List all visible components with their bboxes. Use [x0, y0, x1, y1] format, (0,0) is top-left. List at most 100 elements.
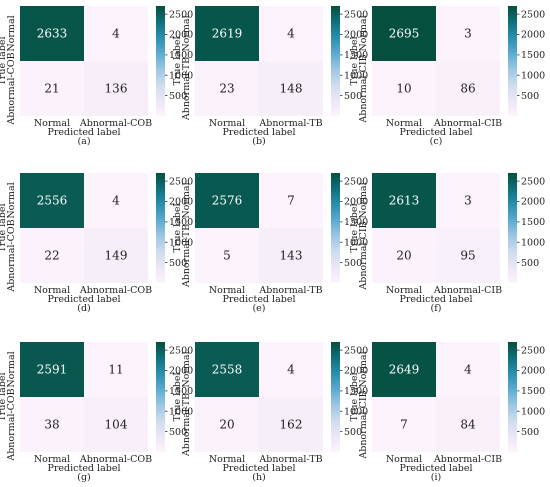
- cell-value-label: 86: [460, 82, 475, 96]
- matrix-cell: [195, 342, 259, 397]
- cell-value-label: 10: [396, 82, 411, 96]
- colorbar-tick-label: 2000: [344, 366, 368, 377]
- x-axis-label: Predicted label: [48, 463, 121, 474]
- colorbar: [156, 6, 165, 116]
- x-tick-label: Normal: [34, 118, 70, 129]
- colorbar: [331, 173, 340, 283]
- colorbar-tick-label: 1500: [169, 50, 193, 61]
- y-tick-label: Abnormal-COB: [6, 219, 17, 292]
- colorbar-tick-label: 1000: [344, 237, 368, 248]
- y-axis-label: True label: [0, 36, 8, 85]
- y-tick-label: Abnormal-TB: [181, 224, 192, 288]
- cell-value-label: 4: [287, 363, 295, 377]
- y-axis-label: True label: [172, 36, 183, 85]
- x-axis-label: Predicted label: [400, 463, 473, 474]
- colorbar-tick-label: 1000: [169, 237, 193, 248]
- matrix-cell: [84, 342, 148, 397]
- y-axis-label: True label: [0, 203, 8, 252]
- matrix-cell: [259, 173, 323, 228]
- y-tick-label: Abnormal-COB: [6, 52, 17, 125]
- cell-value-label: 7: [400, 418, 408, 432]
- cell-value-label: 149: [105, 249, 128, 263]
- matrix-cell: [259, 61, 323, 116]
- x-tick-label: Abnormal-CIB: [433, 118, 502, 129]
- colorbar-tick-label: 1500: [344, 386, 368, 397]
- colorbar-tick-label: 2000: [344, 30, 368, 41]
- colorbar-tick-label: 500: [344, 258, 362, 269]
- matrix-cell: [372, 397, 436, 452]
- colorbar-tick-label: 2500: [169, 9, 193, 20]
- matrix-cell: [436, 61, 500, 116]
- matrix-cell: [195, 173, 259, 228]
- y-tick-label: Normal: [181, 351, 192, 387]
- cell-value-label: 4: [112, 194, 120, 208]
- y-tick-label: Abnormal-COB: [6, 388, 17, 461]
- cell-value-label: 2633: [37, 27, 68, 41]
- cell-value-label: 148: [280, 82, 303, 96]
- colorbar-tick-label: 1000: [169, 406, 193, 417]
- x-tick-label: Normal: [386, 454, 422, 465]
- y-tick-label: Abnormal-CIB: [358, 54, 369, 123]
- colorbar-tick-label: 2000: [169, 366, 193, 377]
- x-tick-label: Normal: [386, 118, 422, 129]
- matrix-cell: [20, 397, 84, 452]
- matrix-cell: [372, 342, 436, 397]
- colorbar-tick-label: 500: [521, 91, 539, 102]
- panel-label: (e): [252, 303, 265, 314]
- colorbar-tick-label: 1000: [344, 70, 368, 81]
- colorbar-tick-label: 2500: [344, 345, 368, 356]
- colorbar-tick-label: 2500: [344, 176, 368, 187]
- x-tick-label: Abnormal-COB: [79, 454, 152, 465]
- cell-value-label: 2591: [37, 363, 68, 377]
- cell-value-label: 22: [44, 249, 59, 263]
- colorbar-tick-label: 1500: [169, 217, 193, 228]
- colorbar-tick-label: 2500: [344, 9, 368, 20]
- colorbar-tick-label: 1500: [521, 217, 545, 228]
- panel-label: (c): [430, 136, 443, 147]
- x-tick-label: Normal: [34, 285, 70, 296]
- y-tick-label: Normal: [6, 15, 17, 51]
- matrix-cell: [20, 228, 84, 283]
- y-tick-label: Normal: [181, 182, 192, 218]
- cell-value-label: 4: [112, 27, 120, 41]
- cell-value-label: 2558: [212, 363, 243, 377]
- colorbar-tick-label: 500: [521, 258, 539, 269]
- x-tick-label: Abnormal-CIB: [433, 454, 502, 465]
- matrix-cell: [195, 61, 259, 116]
- cell-value-label: 23: [219, 82, 234, 96]
- colorbar-tick-label: 2000: [521, 197, 545, 208]
- cell-value-label: 20: [219, 418, 234, 432]
- matrix-cell: [259, 397, 323, 452]
- panel-label: (b): [252, 136, 266, 147]
- matrix-cell: [20, 342, 84, 397]
- panel-label: (h): [252, 472, 266, 483]
- colorbar-tick-label: 1500: [521, 386, 545, 397]
- colorbar-tick-label: 1000: [169, 70, 193, 81]
- matrix-cell: [20, 173, 84, 228]
- matrix-cell: [84, 173, 148, 228]
- y-tick-label: Normal: [181, 15, 192, 51]
- y-tick-label: Abnormal-CIB: [358, 390, 369, 459]
- matrix-cell: [20, 61, 84, 116]
- cell-value-label: 5: [223, 249, 231, 263]
- y-tick-label: Abnormal-TB: [181, 393, 192, 457]
- matrix-cell: [259, 228, 323, 283]
- panel-label: (f): [431, 303, 442, 314]
- cell-value-label: 7: [287, 194, 295, 208]
- matrix-cell: [259, 6, 323, 61]
- y-tick-label: Normal: [358, 15, 369, 51]
- y-axis-label: True label: [349, 372, 360, 421]
- colorbar-tick-label: 500: [521, 427, 539, 438]
- y-tick-label: Abnormal-CIB: [358, 221, 369, 290]
- cell-value-label: 3: [464, 194, 472, 208]
- y-tick-label: Normal: [358, 182, 369, 218]
- colorbar: [156, 342, 165, 452]
